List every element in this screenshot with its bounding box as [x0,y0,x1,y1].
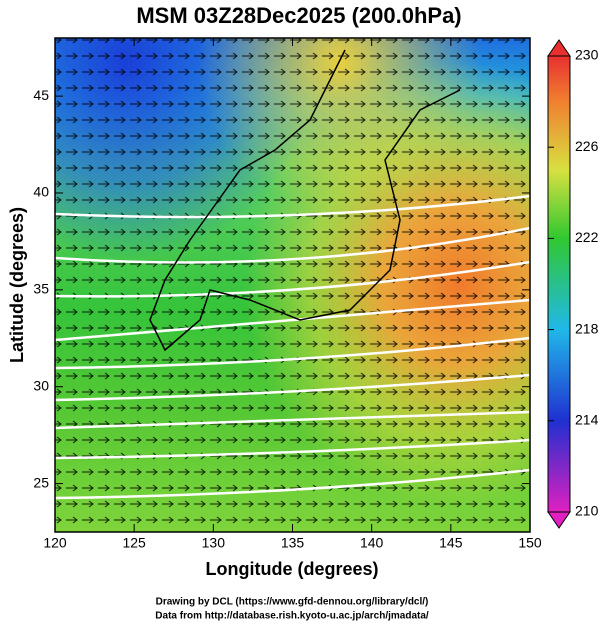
colorbar-tick-label: 226 [575,138,599,154]
y-axis-title: Latitude (degrees) [7,207,27,363]
colorbar-tick-label: 230 [575,47,599,63]
colorbar-tick-label: 210 [575,503,599,519]
footer-line: Drawing by DCL (https://www.gfd-dennou.o… [156,597,429,608]
y-tick-label: 30 [33,377,49,393]
colorbar-tick-label: 214 [575,412,599,428]
coastline [149,49,461,352]
x-tick-label: 125 [122,535,146,551]
colorbar-top [547,39,571,57]
x-tick-label: 145 [439,535,463,551]
x-tick-label: 120 [43,535,67,551]
chart-title: MSM 03Z28Dec2025 (200.0hPa) [136,3,461,28]
x-tick-label: 130 [202,535,226,551]
footer-line: Data from http://database.rish.kyoto-u.a… [155,611,429,622]
x-tick-label: 135 [281,535,305,551]
colorbar-tick-label: 222 [575,229,599,245]
y-tick-label: 45 [33,87,49,103]
colorbar-tick-label: 218 [575,320,599,336]
y-tick-label: 35 [33,281,49,297]
y-tick-label: 40 [33,184,49,200]
colorbar [547,55,571,513]
x-tick-label: 150 [518,535,542,551]
contours [55,194,530,500]
colorbar-bottom [547,511,571,529]
field [55,38,530,532]
x-tick-label: 140 [360,535,384,551]
x-axis-title: Longitude (degrees) [205,559,378,579]
y-tick-label: 25 [33,474,49,490]
